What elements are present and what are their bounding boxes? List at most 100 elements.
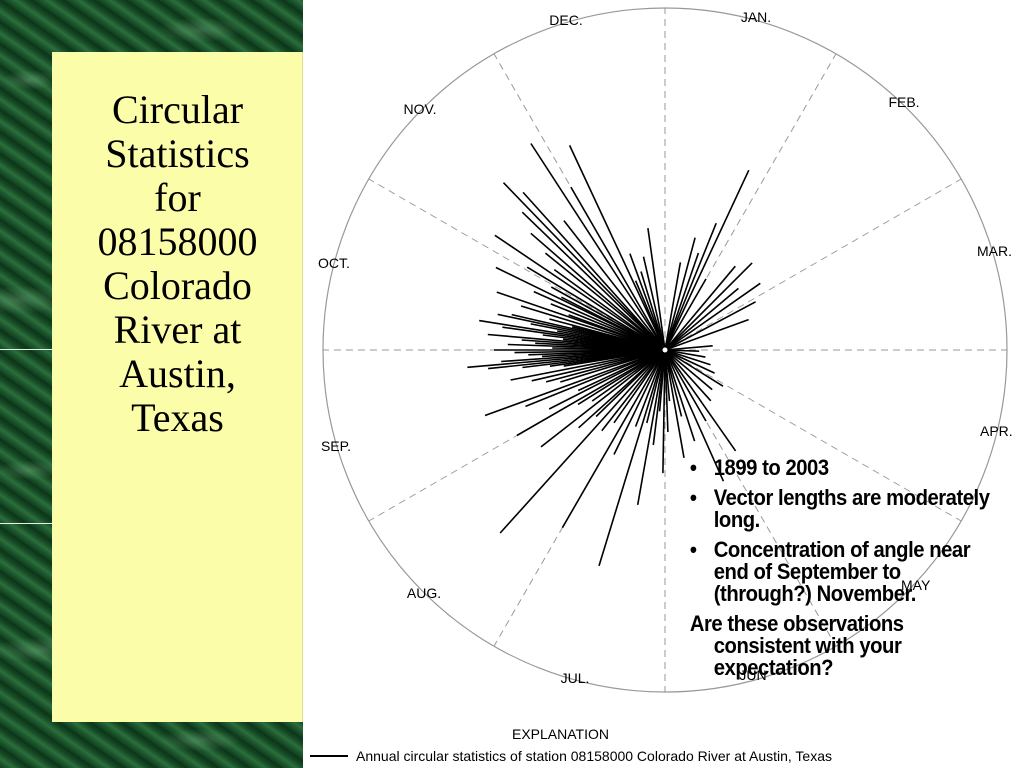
bullet-item: 1899 to 2003 [688, 457, 992, 480]
bullet-list: 1899 to 2003 Vector lengths are moderatel… [688, 457, 992, 679]
month-label: AUG. [407, 585, 441, 601]
bullet-item: Vector lengths are moderately long. [688, 487, 992, 531]
annual-vector [642, 256, 666, 351]
annual-vector [662, 349, 666, 474]
legend-line-sample [310, 755, 348, 757]
title-line: Austin, [119, 351, 236, 396]
annual-vector [494, 234, 666, 351]
legend: Annual circular statistics of station 08… [310, 746, 832, 766]
month-label: JUN [739, 667, 766, 683]
month-divider [664, 349, 962, 522]
annual-vector [664, 252, 700, 351]
annual-vector [664, 262, 682, 351]
title-line: Circular [111, 87, 244, 132]
annual-vector [664, 262, 753, 351]
annual-vector [544, 252, 666, 351]
annual-vector [560, 349, 666, 383]
annual-vector [664, 349, 724, 387]
title-line: Colorado [103, 263, 252, 308]
annual-vector [495, 266, 666, 351]
month-divider [368, 178, 666, 351]
slide-title: Circular Statistics for 08158000 Colorado Riv… [52, 88, 303, 440]
annual-vector [664, 349, 706, 358]
annual-vector [664, 349, 707, 422]
annual-vector [664, 349, 713, 391]
annual-vector [629, 253, 666, 351]
annual-vector [636, 349, 666, 506]
legend-text: Annual circular statistics of station 08… [356, 748, 832, 764]
annual-vector [664, 169, 750, 351]
title-line: for [154, 175, 201, 220]
annual-vector [526, 266, 666, 351]
annual-vector [664, 318, 749, 351]
annual-vector [521, 211, 666, 351]
annual-vector [664, 265, 736, 351]
annual-vector [577, 349, 666, 406]
annual-vector [664, 222, 717, 351]
month-divider [664, 178, 962, 351]
month-divider [664, 53, 837, 351]
annual-vector [516, 349, 666, 437]
annual-vector [563, 220, 666, 351]
month-label: MAR. [977, 243, 1012, 259]
annual-vector [548, 349, 666, 410]
annual-vector [520, 305, 666, 351]
month-label: APR. [980, 423, 1013, 439]
annual-vector [664, 349, 685, 458]
annual-vector [533, 290, 666, 351]
annual-vector [598, 349, 666, 567]
title-line: Statistics [105, 131, 250, 176]
annual-vector [530, 232, 666, 351]
annual-vector [664, 349, 696, 442]
annual-vector [664, 282, 761, 351]
annual-vector [664, 287, 739, 351]
annual-vector [496, 291, 666, 351]
month-label: SEP. [321, 438, 351, 454]
annual-vector [634, 280, 666, 351]
annual-vector [613, 349, 666, 455]
annual-vector [664, 349, 683, 417]
annual-vector [570, 186, 666, 351]
annual-vector [664, 349, 712, 402]
annual-vector [530, 143, 666, 351]
annual-vector [522, 191, 666, 351]
annual-vector [634, 349, 666, 427]
question-text: Are these observations consistent with y… [689, 611, 904, 680]
month-label: OCT. [318, 255, 350, 271]
annual-vector [561, 349, 666, 529]
annual-vector [601, 349, 666, 432]
circular-statistics-chart: JAN.FEB.MAR.APR.MAYJUNJUL.AUG.SEP.OCT.NO… [318, 7, 1013, 693]
annual-vector [664, 349, 737, 452]
annual-vector [484, 349, 666, 417]
annual-vector [664, 278, 707, 351]
annual-vector [646, 349, 666, 424]
annual-vector [502, 182, 666, 351]
center-point [661, 346, 669, 354]
annual-vector [499, 349, 666, 534]
explanation-title: EXPLANATION [512, 726, 609, 742]
annual-vector [540, 349, 666, 448]
annual-vector [647, 227, 666, 351]
title-line: River at [113, 307, 242, 352]
month-label: DEC. [549, 12, 582, 28]
month-label: FEB. [888, 94, 919, 110]
title-line: 08158000 [97, 219, 258, 264]
bullet-item: Concentration of angle near end of Septe… [688, 539, 992, 605]
month-label: NOV. [404, 101, 437, 117]
annual-vector [510, 349, 666, 381]
background-seam [0, 349, 52, 350]
annual-vector [613, 349, 666, 424]
annual-vector [525, 349, 666, 408]
month-label: JAN. [741, 9, 771, 25]
vector-group [467, 143, 761, 567]
background-seam [0, 523, 52, 524]
annual-vector [664, 349, 711, 366]
month-label: JUL. [561, 670, 590, 686]
annual-vector [664, 301, 756, 351]
annual-vector [568, 145, 666, 351]
annual-vector [664, 237, 696, 351]
annual-vector [664, 345, 713, 351]
title-line: Texas [131, 395, 224, 440]
title-panel: Circular Statistics for 08158000 Colorado Riv… [52, 52, 303, 722]
annual-vector [664, 349, 715, 374]
